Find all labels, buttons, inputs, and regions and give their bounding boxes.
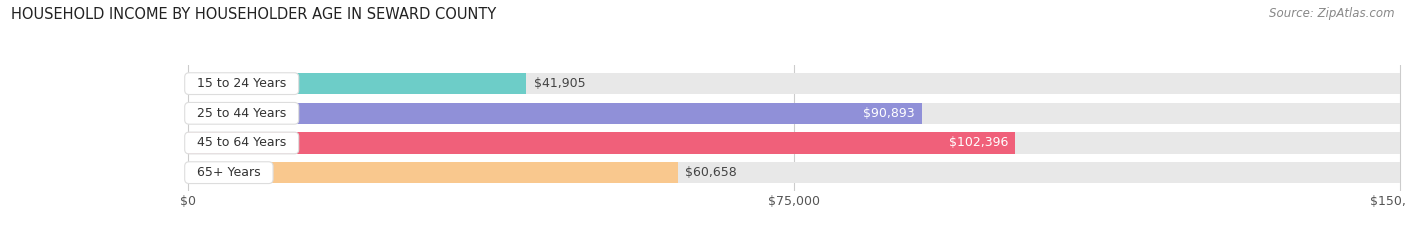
Bar — [188, 103, 1400, 124]
Bar — [188, 162, 1400, 183]
Text: 15 to 24 Years: 15 to 24 Years — [188, 77, 294, 90]
Bar — [188, 73, 1400, 94]
Text: $41,905: $41,905 — [534, 77, 585, 90]
Bar — [188, 103, 922, 124]
Bar — [188, 162, 678, 183]
Bar — [188, 132, 1400, 154]
Text: Source: ZipAtlas.com: Source: ZipAtlas.com — [1270, 7, 1395, 20]
Text: $102,396: $102,396 — [949, 137, 1008, 150]
Text: HOUSEHOLD INCOME BY HOUSEHOLDER AGE IN SEWARD COUNTY: HOUSEHOLD INCOME BY HOUSEHOLDER AGE IN S… — [11, 7, 496, 22]
Text: 45 to 64 Years: 45 to 64 Years — [188, 137, 294, 150]
Text: $90,893: $90,893 — [863, 107, 915, 120]
Text: $60,658: $60,658 — [685, 166, 737, 179]
Text: 65+ Years: 65+ Years — [188, 166, 269, 179]
Text: 25 to 44 Years: 25 to 44 Years — [188, 107, 294, 120]
Bar — [188, 73, 526, 94]
Bar — [188, 132, 1015, 154]
